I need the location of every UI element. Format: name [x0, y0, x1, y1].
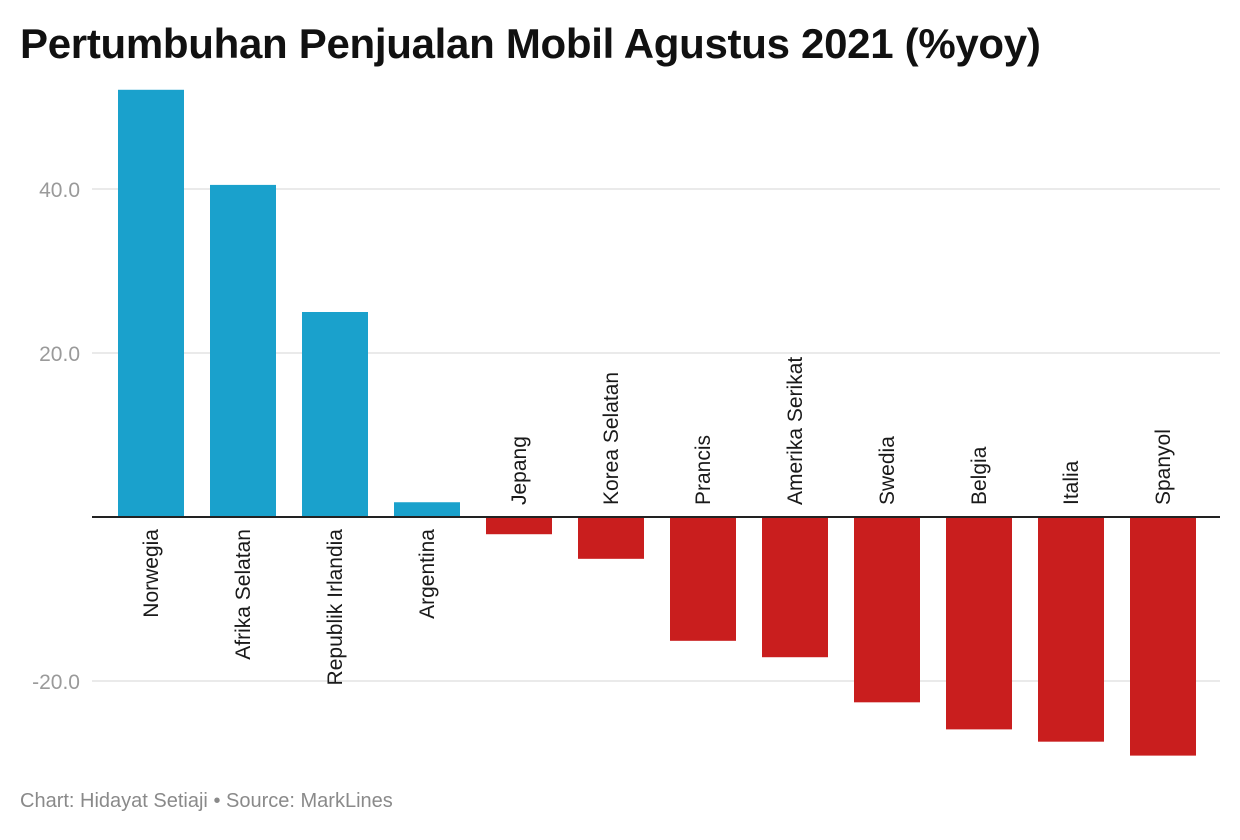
chart-title: Pertumbuhan Penjualan Mobil Agustus 2021… — [20, 20, 1041, 67]
y-axis-ticks: 40.0 20.0 -20.0 — [32, 179, 80, 694]
bar-9 — [946, 517, 1012, 730]
category-label-9: Belgia — [968, 446, 991, 505]
chart-footer: Chart: Hidayat Setiaji • Source: MarkLin… — [20, 790, 393, 813]
bar-10 — [1038, 517, 1104, 742]
bar-6 — [670, 517, 736, 641]
bar-8 — [854, 517, 920, 703]
category-label-11: Spanyol — [1152, 429, 1175, 505]
y-tick-label-2: -20.0 — [32, 671, 80, 694]
category-label-2: Republik Irlandia — [324, 529, 347, 686]
category-labels: Norwegia Afrika Selatan Republik Irlandia A… — [140, 357, 1175, 686]
category-label-0: Norwegia — [140, 529, 163, 618]
bar-chart: 40.0 20.0 -20.0 Norwegia Afrika Selatan Repu… — [32, 89, 1220, 756]
category-label-1: Afrika Selatan — [232, 529, 255, 660]
bar-5 — [578, 517, 644, 559]
y-tick-label-0: 40.0 — [39, 179, 80, 202]
category-label-7: Amerika Serikat — [784, 357, 807, 505]
category-label-10: Italia — [1060, 460, 1083, 505]
bar-0 — [118, 89, 184, 517]
y-tick-label-1: 20.0 — [39, 343, 80, 366]
data-source: Source: MarkLines — [226, 790, 393, 812]
category-label-5: Korea Selatan — [600, 372, 623, 505]
bars — [118, 89, 1196, 756]
category-label-4: Jepang — [508, 436, 531, 505]
bar-4 — [486, 517, 552, 535]
category-label-8: Swedia — [876, 436, 899, 505]
bar-7 — [762, 517, 828, 658]
gridlines — [92, 188, 1220, 682]
bar-1 — [210, 184, 276, 517]
chart-credit: Chart: Hidayat Setiaji — [20, 790, 208, 812]
bar-3 — [394, 502, 460, 517]
footer-separator: • — [213, 790, 221, 812]
category-label-3: Argentina — [416, 529, 439, 619]
bar-11 — [1130, 517, 1196, 756]
category-label-6: Prancis — [692, 435, 715, 505]
bar-2 — [302, 312, 368, 517]
